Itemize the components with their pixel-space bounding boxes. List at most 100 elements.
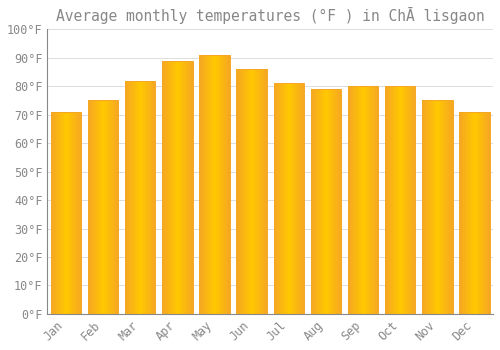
Bar xyxy=(274,83,304,314)
Bar xyxy=(131,80,132,314)
Bar xyxy=(95,100,96,314)
Bar xyxy=(246,69,247,314)
Bar xyxy=(476,112,477,314)
Bar xyxy=(398,86,400,314)
Bar xyxy=(172,61,173,314)
Bar xyxy=(52,112,53,314)
Bar xyxy=(351,86,352,314)
Bar xyxy=(282,83,284,314)
Bar xyxy=(279,83,280,314)
Bar xyxy=(369,86,370,314)
Bar xyxy=(75,112,76,314)
Bar xyxy=(130,80,131,314)
Bar xyxy=(404,86,405,314)
Bar xyxy=(424,100,425,314)
Bar xyxy=(104,100,106,314)
Bar xyxy=(340,89,341,314)
Bar xyxy=(368,86,369,314)
Bar xyxy=(138,80,140,314)
Bar xyxy=(448,100,449,314)
Bar xyxy=(408,86,410,314)
Bar xyxy=(339,89,340,314)
Bar xyxy=(290,83,291,314)
Bar xyxy=(423,100,424,314)
Bar xyxy=(240,69,241,314)
Bar xyxy=(366,86,367,314)
Bar xyxy=(206,55,207,314)
Bar xyxy=(348,86,350,314)
Bar xyxy=(166,61,168,314)
Bar xyxy=(360,86,361,314)
Bar xyxy=(323,89,324,314)
Bar xyxy=(132,80,134,314)
Bar xyxy=(370,86,372,314)
Bar xyxy=(446,100,447,314)
Bar xyxy=(258,69,260,314)
Bar xyxy=(335,89,336,314)
Bar xyxy=(147,80,148,314)
Bar xyxy=(462,112,463,314)
Bar xyxy=(163,61,164,314)
Bar xyxy=(212,55,213,314)
Bar xyxy=(298,83,300,314)
Bar xyxy=(391,86,392,314)
Bar xyxy=(470,112,472,314)
Bar xyxy=(125,80,156,314)
Bar xyxy=(181,61,182,314)
Bar xyxy=(439,100,440,314)
Bar xyxy=(222,55,223,314)
Bar xyxy=(413,86,414,314)
Bar xyxy=(460,112,461,314)
Bar xyxy=(266,69,267,314)
Bar xyxy=(296,83,297,314)
Bar xyxy=(326,89,328,314)
Bar xyxy=(91,100,92,314)
Bar xyxy=(438,100,439,314)
Bar xyxy=(295,83,296,314)
Bar xyxy=(79,112,80,314)
Bar xyxy=(142,80,144,314)
Bar xyxy=(478,112,479,314)
Bar xyxy=(442,100,444,314)
Bar xyxy=(236,69,237,314)
Bar xyxy=(245,69,246,314)
Bar xyxy=(67,112,68,314)
Bar xyxy=(425,100,426,314)
Bar xyxy=(291,83,292,314)
Bar xyxy=(328,89,329,314)
Bar xyxy=(449,100,450,314)
Bar xyxy=(461,112,462,314)
Bar xyxy=(411,86,412,314)
Bar xyxy=(169,61,170,314)
Bar xyxy=(377,86,378,314)
Bar xyxy=(435,100,436,314)
Bar xyxy=(430,100,432,314)
Bar xyxy=(385,86,416,314)
Bar xyxy=(126,80,128,314)
Bar xyxy=(466,112,467,314)
Bar xyxy=(252,69,253,314)
Bar xyxy=(88,100,90,314)
Bar xyxy=(353,86,354,314)
Bar xyxy=(332,89,333,314)
Bar xyxy=(263,69,264,314)
Bar xyxy=(480,112,482,314)
Bar xyxy=(182,61,184,314)
Bar xyxy=(214,55,216,314)
Bar xyxy=(472,112,473,314)
Bar xyxy=(154,80,156,314)
Bar xyxy=(292,83,294,314)
Bar xyxy=(208,55,209,314)
Bar xyxy=(242,69,244,314)
Bar xyxy=(76,112,78,314)
Bar xyxy=(134,80,135,314)
Bar xyxy=(261,69,262,314)
Bar xyxy=(428,100,429,314)
Bar xyxy=(96,100,97,314)
Bar xyxy=(473,112,474,314)
Bar xyxy=(92,100,93,314)
Bar xyxy=(188,61,189,314)
Bar xyxy=(329,89,330,314)
Bar xyxy=(180,61,181,314)
Bar xyxy=(354,86,356,314)
